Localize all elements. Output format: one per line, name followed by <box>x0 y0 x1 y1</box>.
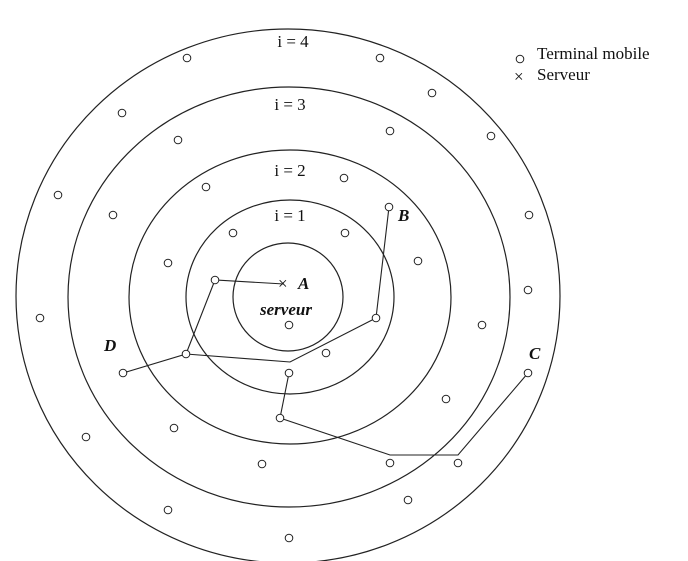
ring-label: i = 4 <box>277 32 309 51</box>
terminal <box>413 256 423 266</box>
ring-label: i = 2 <box>274 161 305 180</box>
terminal <box>284 533 294 543</box>
terminal <box>163 505 173 515</box>
terminal <box>453 458 463 468</box>
terminal <box>523 368 533 378</box>
terminal <box>228 228 238 238</box>
node-label: C <box>529 344 541 363</box>
terminal <box>108 210 118 220</box>
ring <box>232 242 344 352</box>
terminal <box>384 202 394 212</box>
terminal <box>385 458 395 468</box>
terminal <box>163 258 173 268</box>
terminal <box>427 88 437 98</box>
terminal <box>173 135 183 145</box>
terminal <box>340 228 350 238</box>
legend-symbol: × <box>514 67 524 86</box>
terminal <box>385 126 395 136</box>
terminal <box>275 413 285 423</box>
ring <box>15 28 561 561</box>
terminal <box>35 313 45 323</box>
terminal <box>117 108 127 118</box>
terminal <box>169 423 179 433</box>
terminal <box>375 53 385 63</box>
terminal <box>81 432 91 442</box>
server-label: serveur <box>259 300 312 319</box>
route <box>185 206 390 363</box>
legend-symbol <box>515 54 525 64</box>
terminal <box>371 313 381 323</box>
terminal <box>403 495 413 505</box>
ring <box>128 149 452 445</box>
terminal <box>441 394 451 404</box>
node-label: D <box>103 336 116 355</box>
terminal <box>486 131 496 141</box>
terminal <box>523 285 533 295</box>
terminal <box>257 459 267 469</box>
terminal <box>524 210 534 220</box>
legend-label: Serveur <box>537 65 590 84</box>
terminal <box>201 182 211 192</box>
terminal <box>181 349 191 359</box>
terminal <box>477 320 487 330</box>
ring <box>185 199 395 395</box>
ring <box>67 86 511 508</box>
terminal <box>321 348 331 358</box>
terminal <box>210 275 220 285</box>
terminals <box>35 53 534 543</box>
node-label: B <box>397 206 409 225</box>
route <box>122 279 285 374</box>
terminal <box>284 368 294 378</box>
ring-label: i = 3 <box>274 95 305 114</box>
terminal <box>284 320 294 330</box>
route <box>279 372 529 456</box>
terminal <box>53 190 63 200</box>
node-label: A <box>297 274 309 293</box>
ring-label: i = 1 <box>274 206 305 225</box>
legend-label: Terminal mobile <box>537 44 650 63</box>
terminal <box>118 368 128 378</box>
server-mark: × <box>278 274 288 293</box>
terminal <box>339 173 349 183</box>
terminal <box>182 53 192 63</box>
